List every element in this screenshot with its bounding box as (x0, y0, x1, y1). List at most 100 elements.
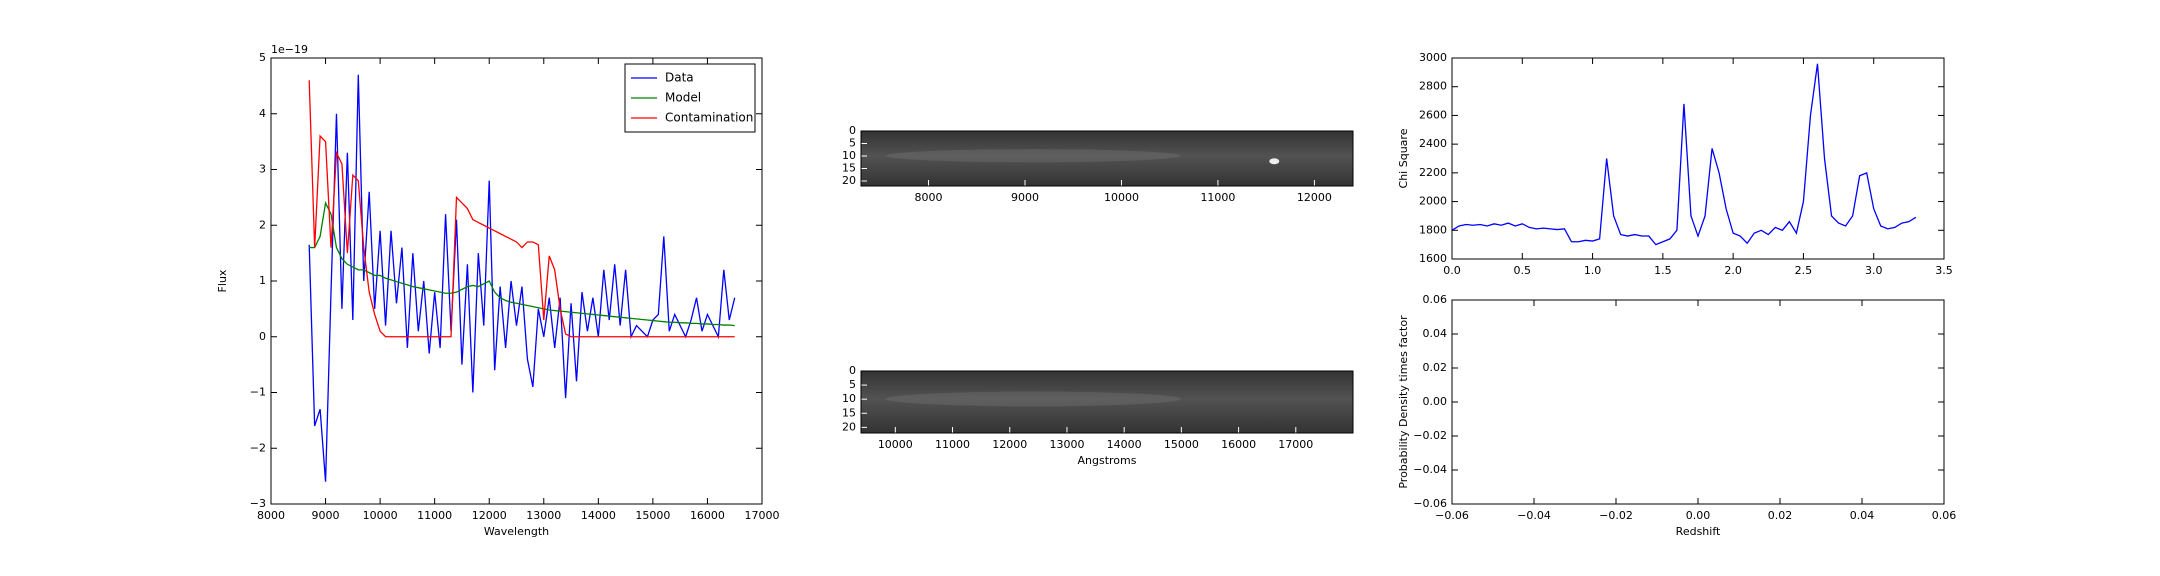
y-tick-label: 5 (259, 51, 266, 64)
x-tick-label: 10000 (363, 509, 398, 522)
spectrum-image (861, 371, 1353, 433)
x-tick-label: 2.5 (1795, 264, 1813, 277)
x-tick-label: 14000 (1107, 438, 1142, 451)
image-hotspot (1269, 158, 1280, 165)
y-tick-label: 2600 (1419, 108, 1447, 121)
y-tick-label: −0.06 (1413, 497, 1447, 510)
x-tick-label: 17000 (1278, 438, 1313, 451)
x-tick-label: 0.5 (1514, 264, 1532, 277)
y-tick-label: −0.04 (1413, 463, 1447, 476)
x-tick-label: 15000 (1164, 438, 1199, 451)
y-tick-label: 0 (849, 124, 856, 137)
y-tick-label: 0.02 (1423, 361, 1448, 374)
y-tick-label: 2800 (1419, 80, 1447, 93)
x-tick-label: 10000 (878, 438, 913, 451)
axes-frame (860, 370, 1354, 434)
y-tick-label: 4 (259, 107, 266, 120)
x-tick-label: 16000 (1221, 438, 1256, 451)
y-tick-label: 0.06 (1423, 293, 1448, 306)
x-tick-label: 0.0 (1443, 264, 1461, 277)
x-tick-label: 10000 (1104, 191, 1139, 204)
axes-frame (860, 130, 1354, 187)
x-tick-label: 11000 (935, 438, 970, 451)
x-tick-label: −0.02 (1599, 509, 1633, 522)
y-tick-label: 3000 (1419, 51, 1447, 64)
axes-frame (1451, 57, 1945, 260)
x-tick-label: 0.00 (1686, 509, 1711, 522)
x-tick-label: 17000 (745, 509, 780, 522)
x-tick-label: 12000 (472, 509, 507, 522)
y-tick-label: 0 (259, 330, 266, 343)
spectrum-image (861, 131, 1353, 186)
y-tick-label: 2 (259, 218, 266, 231)
y-tick-label: −2 (250, 441, 266, 454)
y-tick-label: 5 (849, 137, 856, 150)
x-tick-label: 1.5 (1654, 264, 1672, 277)
y-axis-label: Flux (216, 269, 229, 292)
x-tick-label: 0.04 (1850, 509, 1875, 522)
x-tick-label: 15000 (635, 509, 670, 522)
x-tick-label: −0.04 (1517, 509, 1551, 522)
y-tick-label: 1800 (1419, 223, 1447, 236)
plot-area (1451, 63, 1917, 246)
plot-area (308, 74, 736, 482)
x-tick-label: 0.06 (1932, 509, 1957, 522)
image-noise (861, 371, 1353, 433)
x-tick-label: 12000 (992, 438, 1027, 451)
series-line (309, 200, 735, 327)
y-tick-label: 2200 (1419, 166, 1447, 179)
x-tick-label: 0.02 (1768, 509, 1793, 522)
y-axis-label: Chi Square (1397, 128, 1410, 188)
series-line (1451, 63, 1917, 246)
x-tick-label: 1.0 (1584, 264, 1602, 277)
y-axis-label: Probability Density times factor (1397, 315, 1410, 489)
y-tick-label: 0.00 (1423, 395, 1448, 408)
x-tick-label: 13000 (526, 509, 561, 522)
y-tick-label: 20 (842, 420, 856, 433)
y-tick-label: 20 (842, 174, 856, 187)
y-tick-label: 2400 (1419, 137, 1447, 150)
x-axis-label: Redshift (1676, 525, 1721, 538)
x-tick-label: −0.06 (1435, 509, 1469, 522)
legend-label: Data (665, 71, 694, 85)
y-tick-label: 15 (842, 162, 856, 175)
x-tick-label: 9000 (312, 509, 340, 522)
y-tick-label: 10 (842, 392, 856, 405)
x-tick-label: 3.0 (1865, 264, 1883, 277)
x-tick-label: 14000 (581, 509, 616, 522)
y-tick-label: −0.02 (1413, 429, 1447, 442)
y-tick-label: −3 (250, 497, 266, 510)
image-streak (885, 391, 1181, 407)
y-tick-label: 2000 (1419, 195, 1447, 208)
x-tick-label: 3.5 (1935, 264, 1953, 277)
x-tick-label: 8000 (915, 191, 943, 204)
x-axis-label: Angstroms (1078, 454, 1137, 467)
x-tick-label: 16000 (690, 509, 725, 522)
x-tick-label: 8000 (257, 509, 285, 522)
x-tick-label: 9000 (1011, 191, 1039, 204)
series-line (308, 80, 735, 338)
axes-frame (1451, 299, 1945, 505)
y-tick-label: 0.04 (1423, 327, 1448, 340)
y-tick-label: 0 (849, 364, 856, 377)
image-noise (861, 131, 1353, 186)
x-tick-label: 11000 (1200, 191, 1235, 204)
x-tick-label: 12000 (1297, 191, 1332, 204)
y-tick-label: 1600 (1419, 252, 1447, 265)
y-tick-label: 1 (259, 274, 266, 287)
y-tick-label: 5 (849, 378, 856, 391)
x-tick-label: 2.0 (1724, 264, 1742, 277)
image-streak (885, 149, 1181, 163)
y-tick-label: 10 (842, 149, 856, 162)
x-tick-label: 13000 (1049, 438, 1084, 451)
legend-label: Model (665, 91, 701, 105)
x-tick-label: 11000 (417, 509, 452, 522)
y-tick-label: −1 (250, 386, 266, 399)
y-tick-label: 3 (259, 163, 266, 176)
legend-label: Contamination (665, 111, 753, 125)
series-line (308, 74, 736, 482)
offset-text: 1e−19 (271, 43, 308, 56)
x-axis-label: Wavelength (484, 525, 549, 538)
y-tick-label: 15 (842, 406, 856, 419)
